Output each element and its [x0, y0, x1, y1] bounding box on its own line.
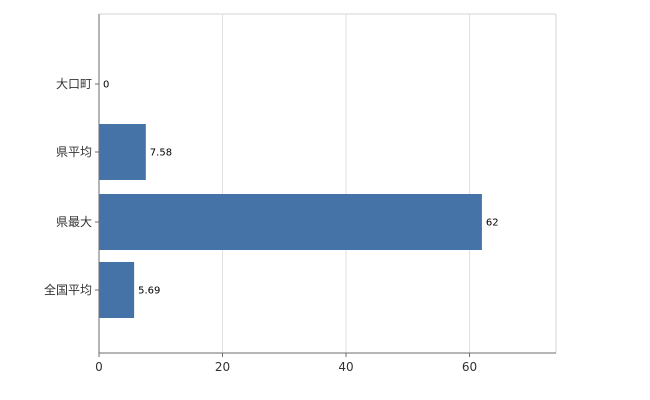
x-tick-label-0: 0: [95, 360, 103, 374]
bar-3: [99, 262, 135, 318]
value-label-3: 5.69: [138, 286, 160, 297]
category-label-2: 県最大: [56, 215, 92, 229]
x-tick-label-60: 60: [462, 360, 477, 374]
value-label-2: 62: [486, 218, 499, 229]
value-label-1: 7.58: [150, 148, 172, 159]
x-tick-label-20: 20: [215, 360, 230, 374]
value-label-0: 0: [103, 80, 109, 91]
bar-1: [99, 124, 146, 180]
x-tick-label-40: 40: [338, 360, 353, 374]
category-label-1: 県平均: [56, 145, 92, 159]
category-label-0: 大口町: [56, 77, 92, 91]
category-label-3: 全国平均: [44, 282, 92, 297]
bar-2: [99, 194, 482, 250]
